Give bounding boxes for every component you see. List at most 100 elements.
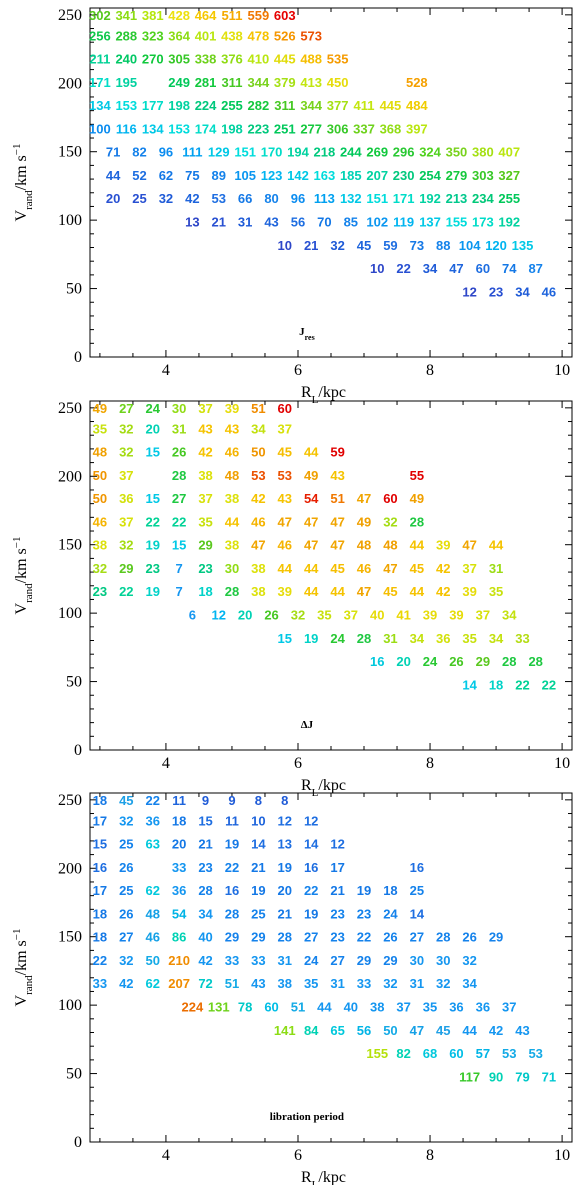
- y-tick-label: 150: [58, 929, 82, 946]
- table-cell: 163: [314, 168, 336, 183]
- table-cell: 78: [238, 1000, 252, 1015]
- table-cell: 249: [168, 75, 190, 90]
- table-cell: 33: [172, 860, 186, 875]
- table-cell: 22: [225, 860, 239, 875]
- table-cell: 32: [462, 953, 476, 968]
- table-cell: 34: [251, 421, 266, 436]
- table-cell: 29: [198, 538, 212, 553]
- table-cell: 213: [446, 191, 468, 206]
- table-cell: 19: [145, 538, 159, 553]
- table-cell: 48: [93, 445, 107, 460]
- table-cell: 311: [274, 98, 295, 113]
- table-cell: 51: [330, 491, 344, 506]
- table-cell: 88: [436, 238, 450, 253]
- table-cell: 34: [502, 608, 517, 623]
- table-cell: 57: [476, 1046, 490, 1061]
- table-cell: 50: [383, 1023, 397, 1038]
- table-cell: 38: [251, 584, 265, 599]
- table-cell: 17: [93, 813, 107, 828]
- table-cell: 34: [515, 284, 530, 299]
- table-cell: 42: [198, 445, 212, 460]
- table-cell: 43: [198, 421, 212, 436]
- table-cell: 327: [498, 168, 520, 183]
- table-cell: 19: [304, 906, 318, 921]
- table-cell: 21: [330, 883, 344, 898]
- table-cell: 25: [410, 883, 424, 898]
- table-cells: 18 45 22 11 9 9 8 8 17 32 36 18 15 11 10 12 12 15 25 63 20 21…: [93, 793, 556, 1084]
- table-cell: 428: [168, 8, 190, 23]
- table-cell: 44: [330, 584, 345, 599]
- table-cell: 194: [287, 145, 309, 160]
- table-cell: 23: [330, 906, 344, 921]
- table-cell: 132: [340, 191, 362, 206]
- table-cell: 324: [419, 145, 441, 160]
- y-tick-label: 200: [58, 75, 82, 92]
- table-cell: 22: [93, 953, 107, 968]
- table-cell: 210: [168, 953, 190, 968]
- table-cell: 207: [168, 976, 190, 991]
- table-cell: 288: [115, 28, 137, 43]
- table-cell: 22: [396, 261, 410, 276]
- table-cell: 32: [119, 953, 133, 968]
- table-cell: 44: [106, 168, 121, 183]
- table-cell: 30: [172, 401, 186, 416]
- table-cell: 19: [145, 584, 159, 599]
- table-cell: 338: [195, 52, 217, 67]
- y-tick-label: 200: [58, 468, 82, 485]
- table-cell: 56: [291, 215, 305, 230]
- table-cell: 32: [119, 445, 133, 460]
- table-cell: 397: [406, 121, 428, 136]
- table-cell: 90: [489, 1069, 503, 1084]
- table-cell: 438: [221, 28, 243, 43]
- table-cell: 344: [300, 98, 322, 113]
- table-cell: 281: [195, 75, 217, 90]
- table-cell: 445: [274, 52, 296, 67]
- table-cell: 72: [198, 976, 212, 991]
- table-cell: 155: [446, 215, 468, 230]
- table-cell: 131: [208, 1000, 230, 1015]
- table-cell: 296: [393, 145, 415, 160]
- table-cell: 306: [327, 121, 349, 136]
- table-cell: 26: [264, 608, 278, 623]
- table-cell: 12: [462, 284, 476, 299]
- table-cell: 37: [396, 1000, 410, 1015]
- table-cell: 43: [515, 1023, 529, 1038]
- table-cell: 255: [498, 191, 520, 206]
- table-cell: 379: [274, 75, 296, 90]
- table-cell: 43: [251, 976, 265, 991]
- table-cell: 35: [198, 514, 212, 529]
- y-axis-label: Vrand/km s−1: [11, 144, 35, 222]
- table-cell: 224: [181, 1000, 203, 1015]
- table-cell: 117: [459, 1069, 480, 1084]
- table-cell: 19: [251, 883, 265, 898]
- table-cell: 13: [185, 215, 199, 230]
- table-cell: 53: [251, 468, 265, 483]
- table-cell: 49: [357, 514, 371, 529]
- table-cell: 22: [304, 883, 318, 898]
- table-cell: 38: [251, 561, 265, 576]
- table-cell: 44: [304, 561, 319, 576]
- table-cell: 337: [353, 121, 375, 136]
- y-axis-label: Vrand/km s−1: [11, 929, 35, 1007]
- table-cell: 24: [330, 631, 345, 646]
- table-cell: 29: [489, 930, 503, 945]
- table-cell: 37: [278, 421, 292, 436]
- table-cell: 20: [238, 608, 252, 623]
- table-cell: 49: [410, 491, 424, 506]
- table-cell: 119: [393, 215, 414, 230]
- table-cell: 55: [410, 468, 424, 483]
- table-cell: 192: [419, 191, 441, 206]
- table-cell: 302: [89, 8, 111, 23]
- table-cell: 34: [462, 976, 477, 991]
- table-cell: 37: [119, 514, 133, 529]
- table-cell: 33: [357, 976, 371, 991]
- table-cell: 45: [330, 561, 344, 576]
- table-cell: 33: [251, 953, 265, 968]
- table-cell: 51: [291, 1000, 305, 1015]
- table-cell: 74: [502, 261, 517, 276]
- table-cell: 20: [106, 191, 120, 206]
- table-cell: 35: [317, 608, 331, 623]
- table-cell: 7: [176, 561, 183, 576]
